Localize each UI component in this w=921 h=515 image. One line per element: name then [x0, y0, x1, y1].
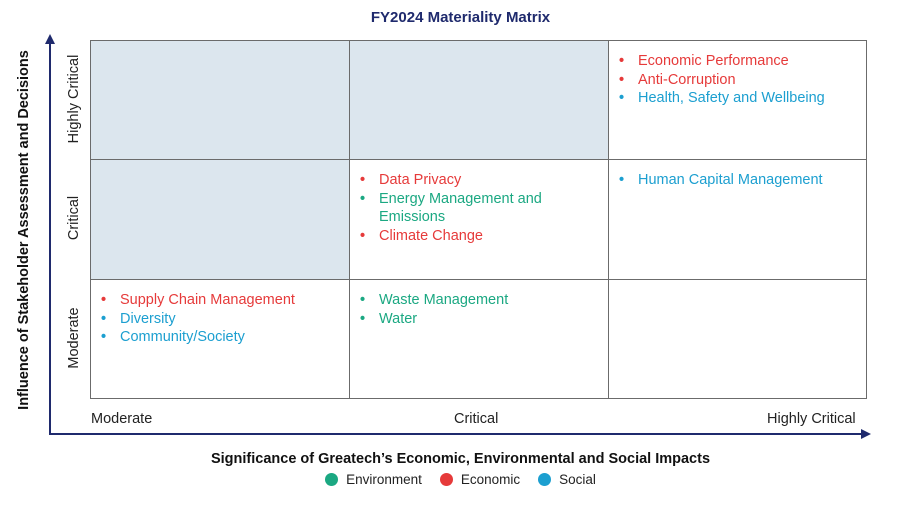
x-tick-critical: Critical	[454, 411, 499, 427]
legend-label: Economic	[460, 472, 521, 487]
material-topic: • Water	[360, 310, 600, 329]
material-topic: • Climate Change	[360, 227, 600, 246]
material-topic-label: Water	[379, 310, 418, 327]
matrix-cell	[608, 279, 867, 399]
material-topic-label: Community/Society	[120, 329, 245, 345]
material-topic-label: Economic Performance	[638, 53, 789, 69]
matrix-cell: • Waste Management • Water	[349, 279, 609, 399]
bullet-icon: •	[101, 310, 107, 327]
material-topic: • Supply Chain Management	[101, 291, 341, 310]
topic-list: • Waste Management • Water	[360, 291, 600, 328]
y-tick-critical: Critical	[66, 195, 82, 241]
bullet-icon: •	[619, 53, 625, 69]
bullet-icon: •	[101, 292, 107, 308]
matrix-cell: • Economic Performance • Anti-Corruption • He…	[608, 40, 867, 160]
y-tick-moderate: Moderate	[66, 307, 82, 369]
material-topic-label: Anti-Corruption	[638, 71, 736, 88]
materiality-grid: • Economic Performance • Anti-Corruption • He…	[90, 40, 867, 399]
material-topic-label: Human Capital Management	[638, 172, 823, 188]
material-topic: • Energy Management and Emissions	[360, 190, 600, 227]
legend-label: Environment	[346, 472, 422, 487]
material-topic-label: Energy Management and Emissions	[379, 190, 542, 226]
bullet-icon: •	[619, 172, 625, 188]
material-topic-label: Health, Safety and Wellbeing	[638, 90, 825, 106]
material-topic: • Health, Safety and Wellbeing	[619, 89, 858, 108]
y-axis-label: Influence of Stakeholder Assessment and …	[16, 50, 32, 410]
x-axis-line	[49, 433, 863, 435]
x-axis-arrow-icon	[861, 429, 871, 439]
legend-item-environment: Environment	[325, 472, 422, 487]
legend-item-economic: Economic	[439, 472, 521, 487]
topic-list: • Human Capital Management	[619, 171, 858, 190]
bullet-icon: •	[360, 310, 366, 327]
material-topic-label: Climate Change	[379, 227, 483, 244]
material-topic: • Data Privacy	[360, 171, 600, 190]
x-tick-moderate: Moderate	[91, 411, 153, 427]
material-topic-label: Data Privacy	[379, 172, 462, 188]
material-topic: • Waste Management	[360, 291, 600, 310]
social-dot-icon	[538, 473, 552, 486]
material-topic: • Diversity	[101, 310, 341, 329]
matrix-cell: • Human Capital Management	[608, 159, 867, 280]
bullet-icon: •	[619, 71, 625, 88]
bullet-icon: •	[360, 292, 366, 308]
y-axis-line	[49, 40, 51, 434]
material-topic-label: Diversity	[120, 310, 176, 327]
topic-list: • Economic Performance • Anti-Corruption • He…	[619, 52, 858, 108]
y-axis-arrow-icon	[45, 34, 55, 44]
legend: Environment Economic Social	[0, 472, 921, 487]
matrix-cell: • Supply Chain Management • Diversity • Commu…	[90, 279, 350, 399]
material-topic: • Economic Performance	[619, 52, 858, 71]
legend-label: Social	[559, 472, 596, 487]
topic-list: • Supply Chain Management • Diversity • Commu…	[101, 291, 341, 347]
matrix-cell: • Data Privacy • Energy Management and Emis…	[349, 159, 609, 280]
matrix-cell	[90, 159, 350, 280]
material-topic: • Human Capital Management	[619, 171, 858, 190]
x-axis-label: Significance of Greatech’s Economic, Env…	[210, 451, 711, 467]
x-tick-highly-critical: Highly Critical	[767, 411, 856, 427]
matrix-title: FY2024 Materiality Matrix	[370, 9, 551, 26]
material-topic: • Community/Society	[101, 328, 341, 347]
matrix-cell	[90, 40, 350, 160]
bullet-icon: •	[360, 190, 366, 207]
material-topic-label: Waste Management	[379, 292, 509, 308]
economic-dot-icon	[439, 473, 453, 486]
bullet-icon: •	[101, 329, 107, 345]
bullet-icon: •	[360, 227, 366, 244]
legend-item-social: Social	[538, 472, 596, 487]
topic-list: • Data Privacy • Energy Management and Emis…	[360, 171, 600, 245]
bullet-icon: •	[619, 90, 625, 106]
bullet-icon: •	[360, 172, 366, 188]
y-tick-highly-critical: Highly Critical	[66, 54, 82, 144]
material-topic: • Anti-Corruption	[619, 71, 858, 90]
environment-dot-icon	[325, 473, 339, 486]
material-topic-label: Supply Chain Management	[120, 292, 295, 308]
matrix-cell	[349, 40, 609, 160]
